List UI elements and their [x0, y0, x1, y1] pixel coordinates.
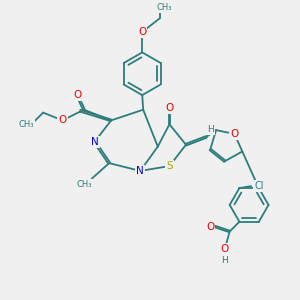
Text: N: N: [91, 137, 98, 147]
Text: O: O: [138, 27, 146, 37]
Text: CH₃: CH₃: [76, 180, 92, 189]
Text: CH₃: CH₃: [157, 3, 172, 12]
Text: O: O: [230, 129, 239, 139]
Text: O: O: [73, 90, 81, 100]
Text: Cl: Cl: [254, 181, 264, 191]
Text: Cl: Cl: [254, 181, 264, 191]
Text: O: O: [165, 103, 174, 113]
Text: H: H: [207, 124, 214, 134]
Text: O: O: [58, 116, 67, 125]
Text: O: O: [206, 222, 214, 232]
Text: S: S: [166, 161, 173, 171]
Text: O: O: [138, 27, 146, 37]
Text: O: O: [221, 244, 229, 254]
Text: CH₃: CH₃: [19, 120, 34, 129]
Text: N: N: [136, 166, 144, 176]
Text: H: H: [221, 256, 228, 265]
